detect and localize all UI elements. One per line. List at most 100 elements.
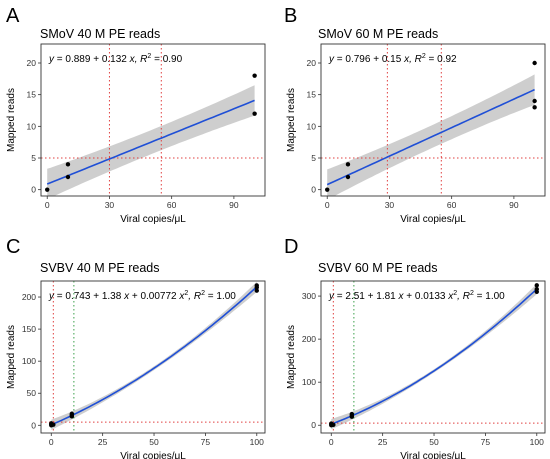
equation-part: 2 xyxy=(184,290,188,297)
panel-c: C SVBV 40 M PE reads 0 25 50 75 100 0 50 100 150 20… xyxy=(6,236,266,459)
equation-part: , R xyxy=(457,291,470,302)
x-tick-label: 25 xyxy=(98,437,108,447)
equation-part: y xyxy=(328,291,335,302)
data-point xyxy=(45,187,50,192)
x-tick-label: 60 xyxy=(167,200,177,210)
equation-part: 2 xyxy=(453,290,457,297)
equation-part: + 0.0133 xyxy=(404,291,449,302)
data-point xyxy=(345,162,351,167)
equation-part: = 1.00 xyxy=(474,291,505,302)
y-tick-label: 10 xyxy=(307,121,317,131)
y-tick-label: 0 xyxy=(31,420,36,430)
x-tick-label: 50 xyxy=(149,437,159,447)
x-tick-label: 75 xyxy=(481,437,491,447)
panel-a: A SMoV 40 M PE reads 0 30 60 90 0 5 10 15 20 Viral … xyxy=(6,5,266,225)
equation-part: , R xyxy=(409,54,422,65)
y-axis-label: Mapped reads xyxy=(286,88,297,152)
y-axis-label: Mapped reads xyxy=(6,325,17,389)
y-tick-label: 5 xyxy=(311,153,316,163)
panel-letter: D xyxy=(284,236,298,258)
equation-part: x xyxy=(403,54,410,65)
chart-title: SMoV 40 M PE reads xyxy=(40,27,160,41)
data-point xyxy=(345,174,351,180)
equation-part: x xyxy=(123,291,130,302)
y-tick-label: 0 xyxy=(31,185,36,195)
data-point xyxy=(65,174,71,180)
fit-equation: y = 2.51 + 1.81 x + 0.0133 x2, R2 = 1.00 xyxy=(328,290,505,302)
x-tick-label: 75 xyxy=(201,437,211,447)
data-point xyxy=(254,288,259,293)
plot-frame xyxy=(320,43,546,197)
x-tick-label: 30 xyxy=(105,200,115,210)
equation-part: 2 xyxy=(147,53,151,60)
x-axis-label: Viral copies/μL xyxy=(120,451,186,459)
equation-part: y xyxy=(48,54,55,65)
equation-part: = 2.51 + 1.81 xyxy=(334,291,399,302)
fit-equation: y = 0.743 + 1.38 x + 0.00772 x2, R2 = 1.… xyxy=(48,290,236,302)
y-tick-label: 5 xyxy=(31,153,36,163)
fit-line xyxy=(50,286,258,426)
x-tick-label: 0 xyxy=(325,200,330,210)
equation-part: x xyxy=(129,54,136,65)
x-tick-label: 25 xyxy=(378,437,388,447)
data-point xyxy=(51,422,56,427)
equation-part: 2 xyxy=(470,290,474,297)
plot-frame xyxy=(40,280,266,434)
equation-part: 2 xyxy=(422,53,426,60)
y-tick-label: 0 xyxy=(311,420,316,430)
fit-line xyxy=(46,99,255,185)
x-tick-label: 0 xyxy=(49,437,54,447)
equation-part: = 0.796 + 0.15 xyxy=(334,54,404,65)
equation-part: x xyxy=(178,291,185,302)
panel-b: B SMoV 60 M PE reads 0 30 60 90 0 5 10 15 20 Viral … xyxy=(284,5,546,225)
panel-letter: C xyxy=(6,236,20,258)
y-tick-label: 0 xyxy=(311,185,316,195)
data-point xyxy=(325,187,330,192)
data-point xyxy=(532,98,537,104)
equation-part: = 0.92 xyxy=(426,54,457,65)
data-point xyxy=(69,411,75,416)
y-tick-label: 15 xyxy=(27,90,37,100)
x-tick-label: 0 xyxy=(329,437,334,447)
x-tick-label: 90 xyxy=(229,200,239,210)
plot-frame xyxy=(40,43,266,197)
equation-part: = 0.889 + 0.132 xyxy=(54,54,130,65)
y-tick-label: 200 xyxy=(22,292,36,302)
y-tick-label: 150 xyxy=(22,324,36,334)
plot-area xyxy=(41,281,265,433)
y-tick-label: 20 xyxy=(307,58,317,68)
equation-part: 2 xyxy=(201,290,205,297)
confidence-band xyxy=(327,74,535,196)
equation-part: = 0.743 + 1.38 xyxy=(54,291,124,302)
plot-area xyxy=(321,281,545,433)
x-axis-label: Viral copies/μL xyxy=(400,451,466,459)
y-tick-label: 10 xyxy=(27,121,37,131)
y-tick-label: 100 xyxy=(22,356,36,366)
fit-equation: y = 0.889 + 0.132 x, R2 = 0.90 xyxy=(48,53,183,65)
y-tick-label: 300 xyxy=(302,291,316,301)
panel-d: D SVBV 60 M PE reads 0 25 50 75 100 0 100 200 300 V… xyxy=(284,236,546,459)
x-tick-label: 30 xyxy=(385,200,395,210)
x-tick-label: 0 xyxy=(45,200,50,210)
chart-title: SVBV 60 M PE reads xyxy=(318,261,438,275)
x-tick-label: 90 xyxy=(509,200,519,210)
x-tick-label: 50 xyxy=(429,437,439,447)
equation-part: , R xyxy=(135,54,148,65)
y-tick-label: 200 xyxy=(302,334,316,344)
panel-letter: B xyxy=(284,5,297,27)
equation-part: = 0.90 xyxy=(151,54,182,65)
fit-equation: y = 0.796 + 0.15 x, R2 = 0.92 xyxy=(328,53,457,65)
equation-part: = 1.00 xyxy=(205,291,236,302)
data-point xyxy=(65,162,71,167)
y-tick-label: 100 xyxy=(302,377,316,387)
data-point xyxy=(349,411,355,417)
panel-letter: A xyxy=(6,5,20,27)
equation-part: + 0.00772 xyxy=(129,291,179,302)
x-axis-label: Viral copies/μL xyxy=(120,214,186,225)
equation-part: y xyxy=(328,54,335,65)
x-tick-label: 100 xyxy=(530,437,544,447)
chart-title: SMoV 60 M PE reads xyxy=(318,27,438,41)
equation-part: x xyxy=(398,291,405,302)
y-tick-label: 20 xyxy=(27,58,37,68)
